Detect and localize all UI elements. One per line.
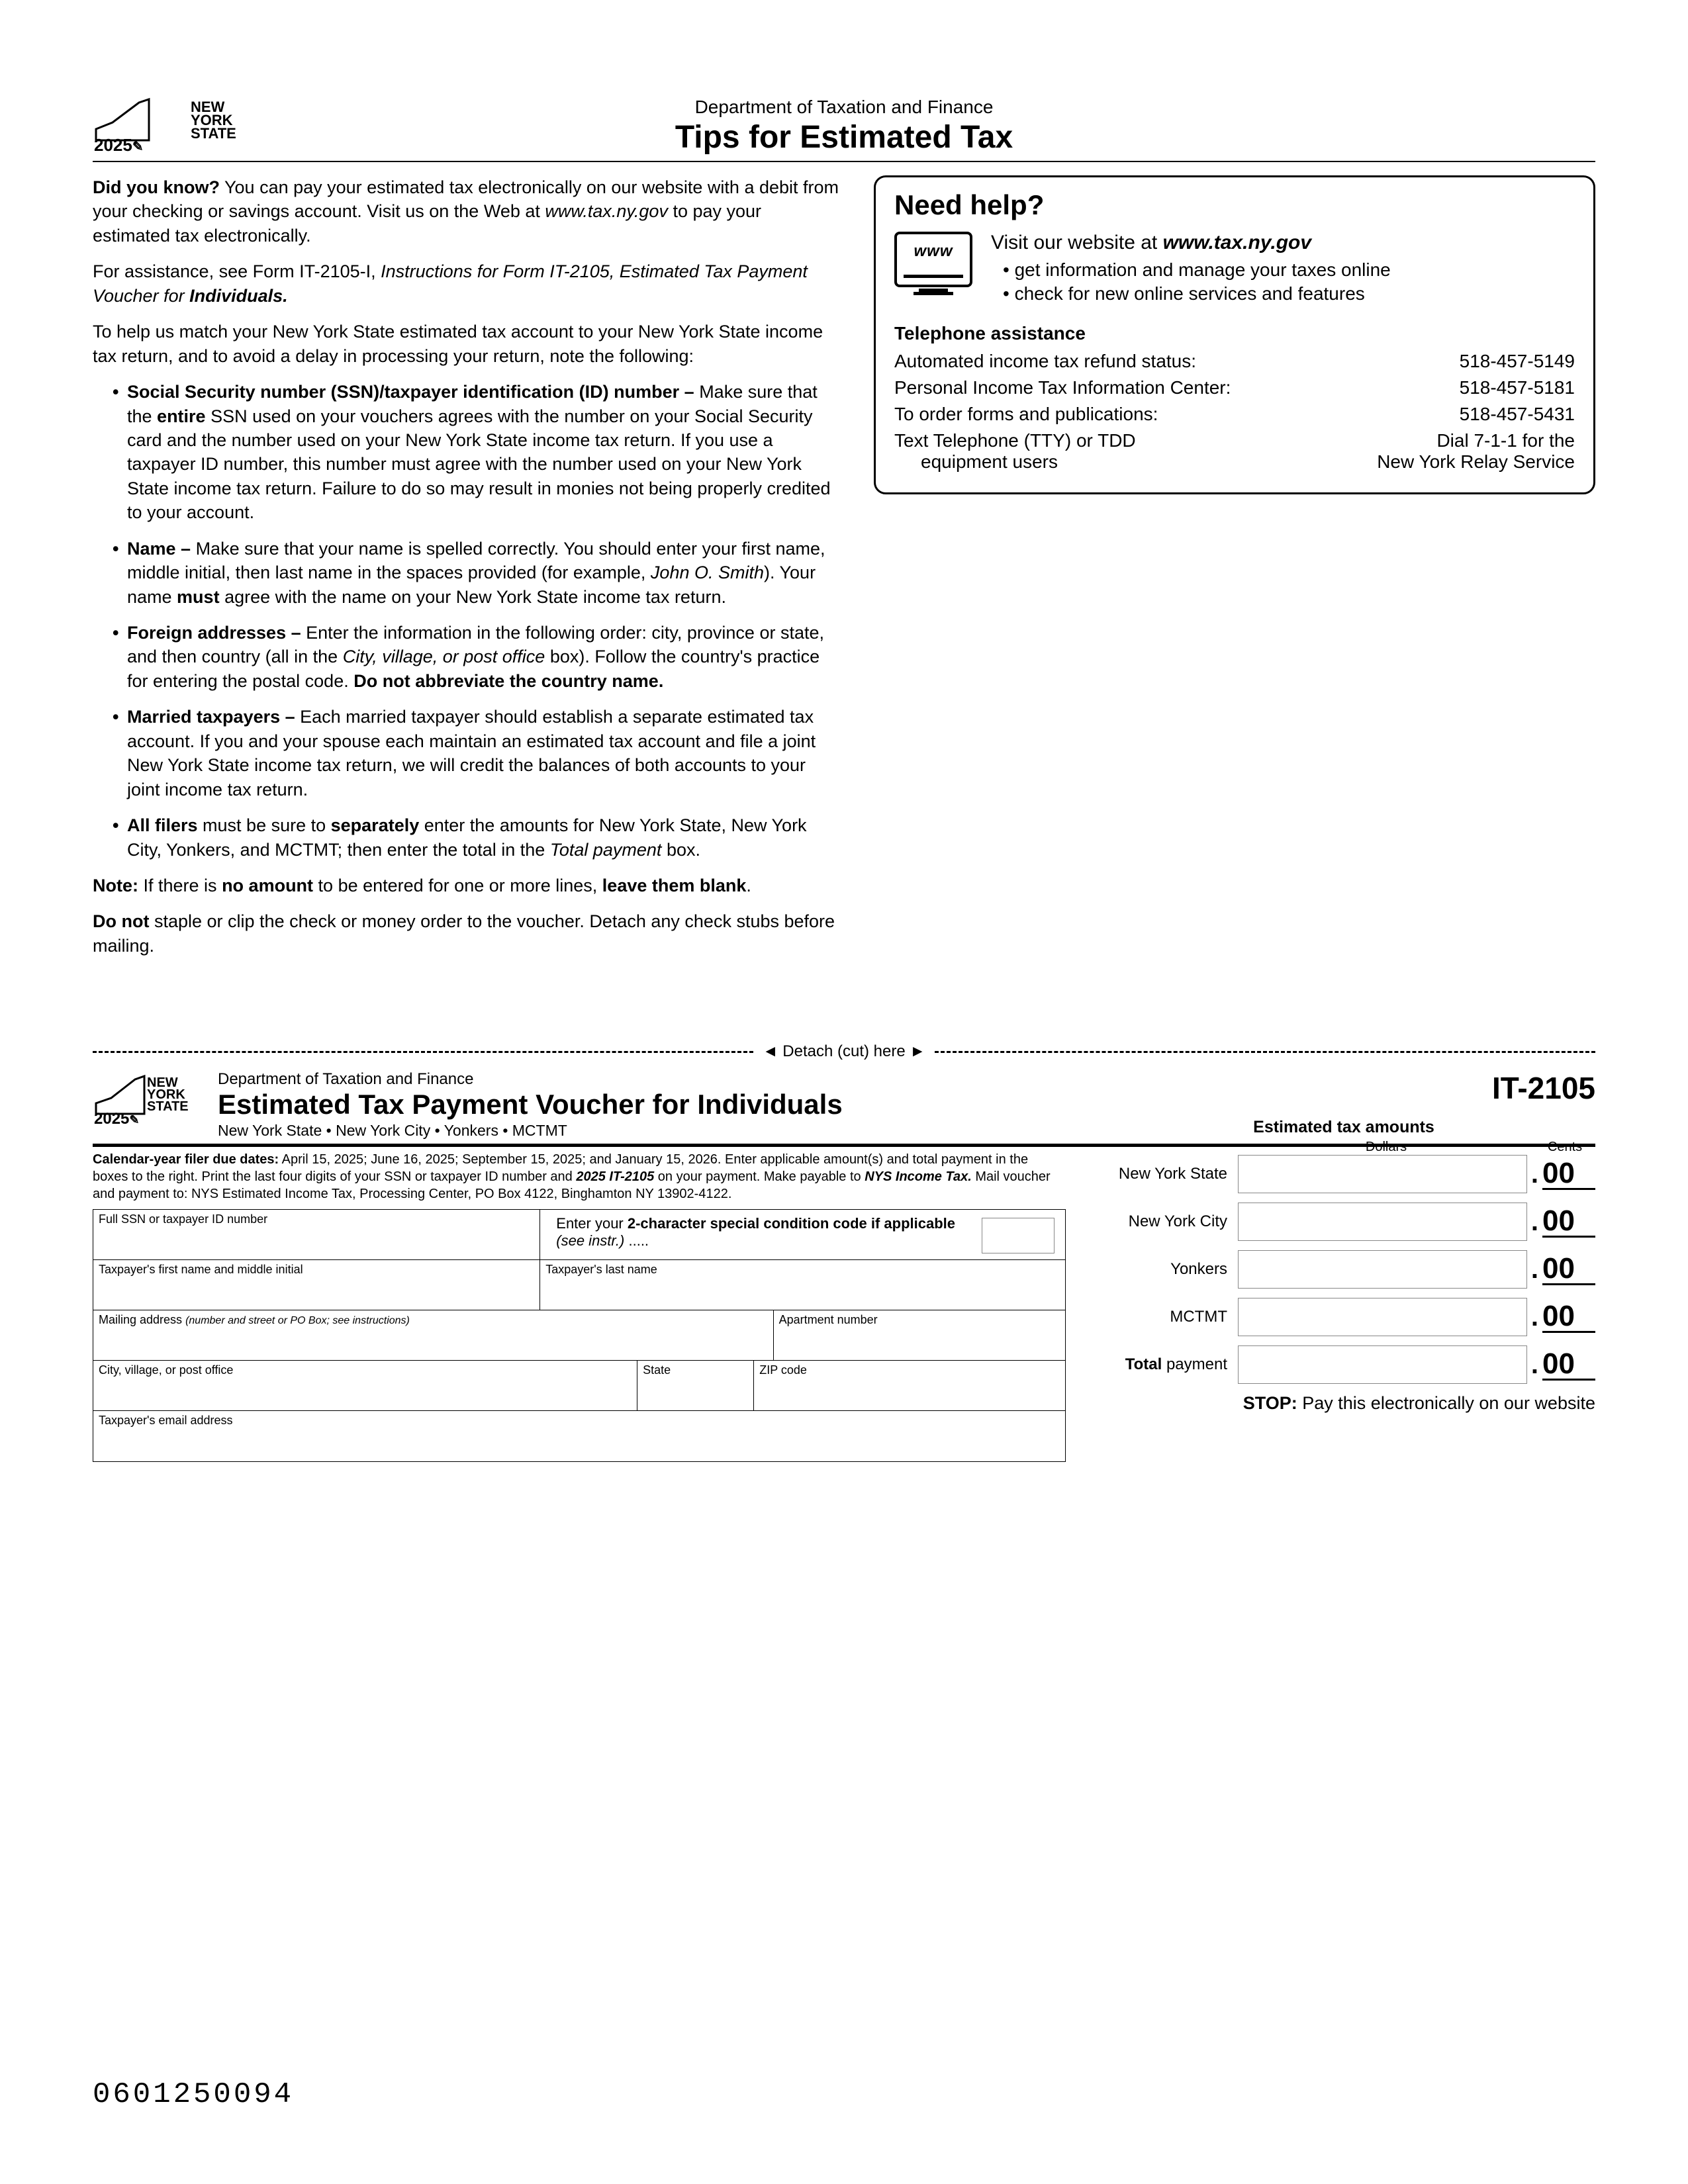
nys-dollars-input[interactable] xyxy=(1238,1155,1527,1193)
bullet-married: Married taxpayers – Each married taxpaye… xyxy=(113,705,841,801)
amount-row-mctmt: MCTMT . 00 xyxy=(1092,1298,1595,1336)
bullet-foreign: Foreign addresses – Enter the informatio… xyxy=(113,621,841,693)
nys-cents: 00 xyxy=(1542,1159,1595,1190)
city-field[interactable]: City, village, or post office xyxy=(93,1361,637,1410)
yonkers-cents: 00 xyxy=(1542,1254,1595,1285)
amount-row-yonkers: Yonkers . 00 xyxy=(1092,1250,1595,1289)
ssn-field[interactable]: Full SSN or taxpayer ID number xyxy=(93,1210,540,1259)
bullet-name: Name – Make sure that your name is spell… xyxy=(113,537,841,609)
apt-field[interactable]: Apartment number xyxy=(774,1310,1065,1360)
voucher-instructions: Calendar-year filer due dates: April 15,… xyxy=(93,1151,1066,1203)
total-dollars-input[interactable] xyxy=(1238,1345,1527,1384)
ocr-scanline: 0601250094 xyxy=(93,2078,294,2111)
zip-field[interactable]: ZIP code xyxy=(754,1361,1065,1410)
nyc-dollars-input[interactable] xyxy=(1238,1203,1527,1241)
nyc-cents: 00 xyxy=(1542,1206,1595,1238)
intro-p2: For assistance, see Form IT-2105-I, Inst… xyxy=(93,259,841,308)
voucher-dept: Department of Taxation and Finance xyxy=(218,1070,1476,1089)
voucher-title: Estimated Tax Payment Voucher for Indivi… xyxy=(218,1089,1476,1120)
tel-row: To order forms and publications:518-457-… xyxy=(894,404,1575,425)
tel-row: Personal Income Tax Information Center:5… xyxy=(894,377,1575,398)
intro-p1: Did you know? You can pay your estimated… xyxy=(93,175,841,248)
instructions-column: Did you know? You can pay your estimated… xyxy=(93,175,841,970)
header-rule xyxy=(93,161,1595,162)
nys-logo: NEWYORKSTATE 2025✎ xyxy=(93,93,212,156)
logo-year: 2025 xyxy=(94,135,132,155)
help-box: Need help? www Visit our website at www.… xyxy=(874,175,1595,494)
page-title: Tips for Estimated Tax xyxy=(212,119,1476,156)
nys-logo-small: NEWYORKSTATE 2025✎ xyxy=(93,1070,202,1128)
state-field[interactable]: State xyxy=(637,1361,754,1410)
bullet-ssn: Social Security number (SSN)/taxpayer id… xyxy=(113,380,841,525)
condition-code-field[interactable]: Enter your 2-character special condition… xyxy=(540,1210,1065,1259)
mctmt-dollars-input[interactable] xyxy=(1238,1298,1527,1336)
help-bullet-2: check for new online services and featur… xyxy=(1003,283,1391,304)
amount-row-nys: New York State . 00 xyxy=(1092,1155,1595,1193)
help-title: Need help? xyxy=(894,189,1575,221)
monitor-icon: www xyxy=(894,232,972,295)
help-bullet-1: get information and manage your taxes on… xyxy=(1003,259,1391,281)
amounts-column: Estimated tax amounts Dollars Cents New … xyxy=(1092,1151,1595,1462)
form-code: IT-2105 xyxy=(1492,1070,1595,1106)
total-cents: 00 xyxy=(1542,1349,1595,1381)
voucher-field-grid: Full SSN or taxpayer ID number Enter you… xyxy=(93,1209,1066,1462)
intro-p3: To help us match your New York State est… xyxy=(93,320,841,368)
mailing-address-field[interactable]: Mailing address (number and street or PO… xyxy=(93,1310,774,1360)
tel-row: Automated income tax refund status:518-4… xyxy=(894,351,1575,372)
bullet-allfilers: All filers must be sure to separately en… xyxy=(113,813,841,862)
amounts-header: Estimated tax amounts xyxy=(1092,1118,1595,1137)
donot-line: Do not staple or clip the check or money… xyxy=(93,909,841,958)
tel-row-tty: Text Telephone (TTY) or TDDequipment use… xyxy=(894,430,1575,473)
logo-state-text: NEWYORKSTATE xyxy=(191,99,236,142)
telephone-assistance-title: Telephone assistance xyxy=(894,323,1575,344)
amount-row-total: Total payment . 00 xyxy=(1092,1345,1595,1384)
amount-row-nyc: New York City . 00 xyxy=(1092,1203,1595,1241)
amounts-subheader: Dollars Cents xyxy=(1092,1140,1595,1155)
visit-website-line: Visit our website at www.tax.ny.gov xyxy=(991,232,1391,254)
first-name-field[interactable]: Taxpayer's first name and middle initial xyxy=(93,1260,540,1310)
page-header: NEWYORKSTATE 2025✎ Department of Taxatio… xyxy=(93,93,1595,156)
mctmt-cents: 00 xyxy=(1542,1302,1595,1333)
detach-line: ◄ Detach (cut) here ► xyxy=(93,1042,1595,1061)
email-field[interactable]: Taxpayer's email address xyxy=(93,1411,1065,1461)
stop-line: STOP: Pay this electronically on our web… xyxy=(1092,1393,1595,1414)
last-name-field[interactable]: Taxpayer's last name xyxy=(540,1260,1065,1310)
note-line: Note: If there is no amount to be entere… xyxy=(93,874,841,897)
dept-line: Department of Taxation and Finance xyxy=(212,97,1476,118)
yonkers-dollars-input[interactable] xyxy=(1238,1250,1527,1289)
